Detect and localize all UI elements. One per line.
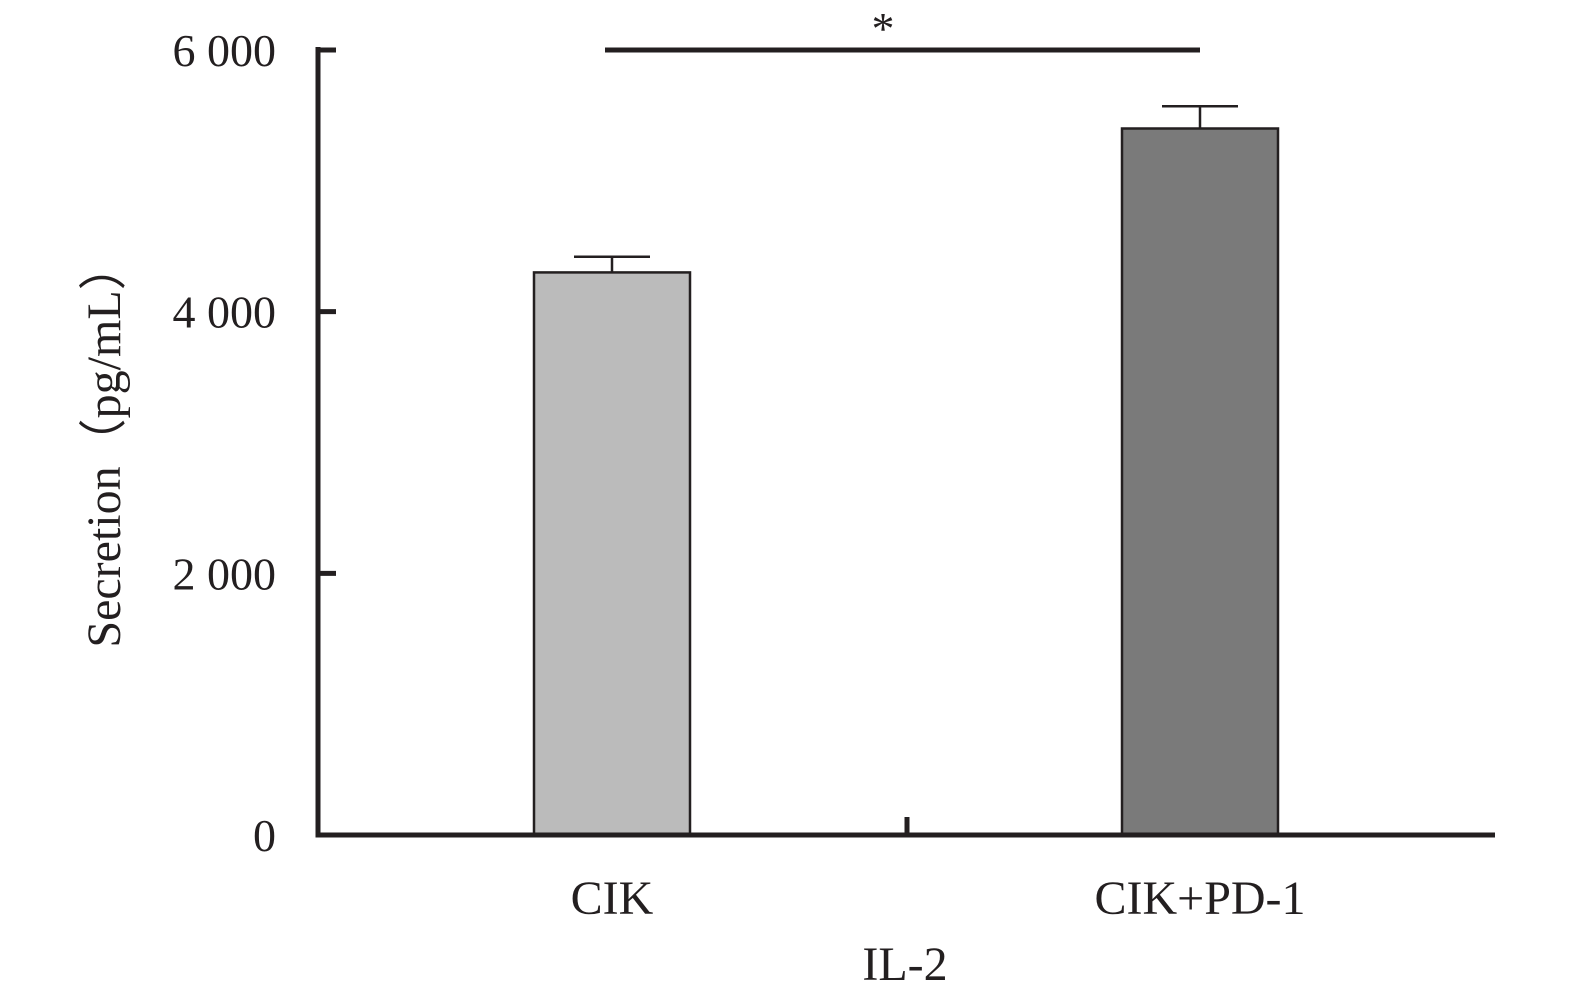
significance-star: * [872, 3, 895, 54]
x-axis-title: IL-2 [862, 938, 947, 991]
y-tick-label: 6 000 [173, 25, 277, 76]
y-tick-label: 4 000 [173, 287, 277, 338]
y-tick-label: 2 000 [173, 548, 277, 599]
x-category-label: CIK [571, 872, 654, 925]
y-axis-title: Secretion（pg/mL） [78, 242, 131, 647]
y-tick-label: 0 [253, 810, 276, 861]
bar-cik-pd-1 [1120, 127, 1280, 837]
bar-cik [532, 271, 692, 837]
x-category-label: CIK+PD-1 [1094, 872, 1305, 925]
